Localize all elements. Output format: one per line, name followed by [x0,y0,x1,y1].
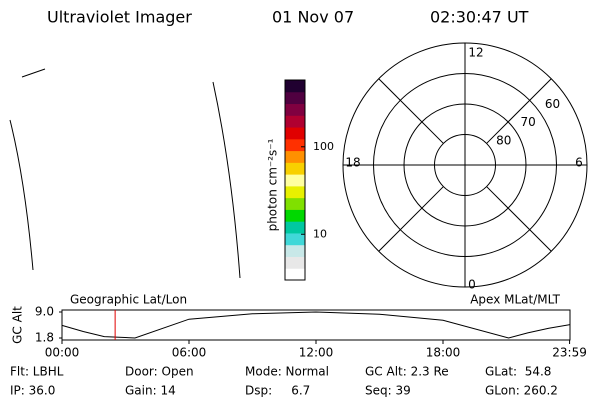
polar-spoke [378,78,444,144]
colorbar-band [285,256,305,269]
title: Ultraviolet Imager [47,8,192,27]
x-tick-label: 23:59 [552,346,587,360]
colorbar-band [285,174,305,187]
alt-plot-frame [61,309,571,341]
polar-spoke [486,186,552,252]
colorbar-band [285,127,305,140]
colorbar-band [285,138,305,152]
colorbar-frame [284,79,306,281]
colorbar-band [285,115,305,128]
colorbar-band [285,209,305,222]
polar-spoke [378,186,444,252]
status-field: Mode: Normal [245,365,329,379]
colorbar-band [285,80,305,93]
status-field: GC Alt: 2.3 Re [365,365,449,379]
colorbar-band [285,244,305,257]
status-field: GLon: 260.2 [485,384,558,398]
colorbar-band [285,197,305,210]
time: 02:30:47 UT [430,8,529,27]
mlt-label: 18 [345,156,360,170]
colorbar-band [285,232,305,246]
date: 01 Nov 07 [272,8,354,27]
colorbar-band [285,185,305,199]
status-field: Dsp: 6.7 [245,384,310,398]
colorbar-tick-label: 100 [313,140,334,153]
y-tick-label: 1.8 [35,331,54,345]
status-field: GLat: 54.8 [485,365,551,379]
annotation: Geographic Lat/Lon [70,293,187,307]
colorbar-tick-label: 10 [313,227,327,240]
lat-label: 80 [496,134,511,148]
mlt-label: 0 [468,278,476,292]
earth-limb [9,68,241,279]
limb-arc [212,81,241,279]
polar-spoke [486,78,552,144]
colorbar-band [285,221,305,234]
colorbar-band [285,103,305,116]
y-tick-label: 9.0 [35,305,54,319]
status-field: Gain: 14 [125,384,176,398]
lat-label: 70 [521,115,536,129]
annotation: Apex MLat/MLT [470,293,560,307]
status-field: Flt: LBHL [10,365,64,379]
limb-arc [9,119,34,271]
colorbar-band [285,162,305,175]
colorbar-label: photon cm⁻²s⁻¹ [266,138,280,231]
altitude-line [61,311,571,339]
limb-arc [21,68,46,78]
x-tick-label: 18:00 [426,346,461,360]
colorbar-band [285,150,305,163]
mlt-label: 12 [468,46,483,60]
status-field: IP: 36.0 [10,384,55,398]
status-field: Door: Open [125,365,194,379]
mlt-label: 6 [575,156,583,170]
colorbar-band [285,268,305,281]
y-axis-label: GC Alt [11,306,25,344]
status-field: Seq: 39 [365,384,411,398]
x-tick-label: 00:00 [45,346,80,360]
colorbar-band [285,91,305,105]
x-tick-label: 12:00 [299,346,334,360]
lat-label: 60 [545,97,560,111]
x-tick-label: 06:00 [172,346,207,360]
